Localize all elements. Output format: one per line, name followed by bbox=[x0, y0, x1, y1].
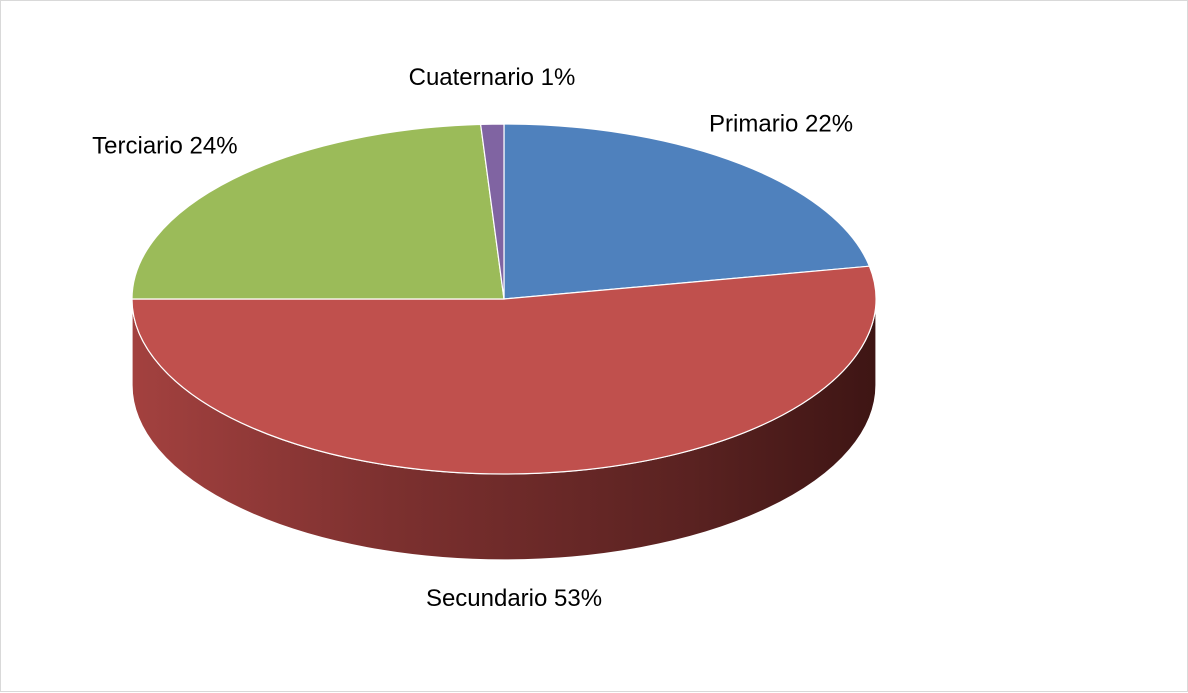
data-label-cuaternario: Cuaternario 1% bbox=[409, 64, 576, 91]
data-label-primario: Primario 22% bbox=[709, 111, 853, 138]
pie-slice-secundario bbox=[131, 265, 877, 475]
pie-slice-primario bbox=[503, 123, 871, 300]
pie-slice-terciario bbox=[131, 123, 505, 300]
pie-slice-cuaternario bbox=[479, 123, 505, 300]
data-label-secundario: Secundario 53% bbox=[426, 585, 602, 612]
data-label-terciario: Terciario 24% bbox=[92, 133, 237, 160]
